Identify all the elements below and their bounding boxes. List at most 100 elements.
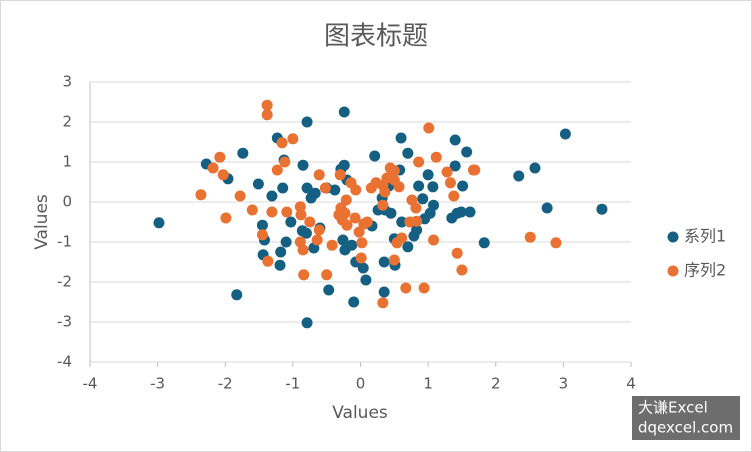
- point: [266, 190, 278, 202]
- y-tick-label: 1: [62, 153, 72, 171]
- legend-marker: [667, 265, 679, 277]
- point: [287, 133, 299, 145]
- point: [388, 254, 400, 266]
- point: [428, 234, 440, 246]
- point: [413, 180, 425, 192]
- x-axis-title: Values: [332, 403, 388, 423]
- watermark-box: [632, 396, 740, 440]
- point: [428, 199, 440, 211]
- point: [402, 241, 414, 253]
- point: [396, 232, 408, 244]
- x-tick-label: 3: [559, 375, 569, 393]
- point: [321, 269, 333, 281]
- point: [275, 246, 287, 258]
- point: [274, 259, 286, 271]
- point: [417, 193, 429, 205]
- point: [341, 219, 353, 231]
- y-tick-label: 2: [62, 113, 72, 131]
- point: [541, 202, 553, 214]
- point: [461, 146, 473, 158]
- point: [355, 252, 367, 264]
- y-tick-label: 0: [62, 193, 72, 211]
- point: [281, 206, 293, 218]
- watermark: dqexcel.com: [638, 419, 733, 437]
- point: [256, 219, 268, 231]
- y-tick-label: -3: [57, 313, 72, 331]
- point: [377, 199, 389, 211]
- point: [297, 244, 309, 256]
- point: [378, 256, 390, 268]
- point: [262, 255, 274, 267]
- point: [396, 216, 408, 228]
- point: [469, 164, 481, 176]
- point: [256, 229, 268, 241]
- point: [280, 236, 292, 248]
- y-axis-title: Values: [32, 194, 52, 250]
- point: [361, 216, 373, 228]
- point: [271, 164, 283, 176]
- x-tick-label: -3: [150, 375, 165, 393]
- point: [449, 160, 461, 172]
- point: [529, 162, 541, 174]
- point: [451, 247, 463, 259]
- point: [294, 201, 306, 213]
- point: [402, 147, 414, 159]
- point: [311, 234, 323, 246]
- x-tick-label: -4: [83, 375, 98, 393]
- point: [301, 182, 313, 194]
- point: [261, 99, 273, 111]
- point: [337, 234, 349, 246]
- point: [340, 194, 352, 206]
- point: [404, 216, 416, 228]
- point: [279, 156, 291, 168]
- point: [378, 286, 390, 298]
- point: [395, 132, 407, 144]
- point: [430, 151, 442, 163]
- point: [346, 239, 358, 251]
- point: [550, 237, 562, 249]
- watermark: 大谦Excel: [638, 399, 708, 417]
- point: [339, 207, 351, 219]
- point: [348, 296, 360, 308]
- point: [418, 282, 430, 294]
- point: [478, 237, 490, 249]
- x-tick-label: 4: [626, 375, 636, 393]
- point: [237, 147, 249, 159]
- point: [427, 181, 439, 193]
- point: [246, 204, 258, 216]
- x-tick-label: 2: [491, 375, 501, 393]
- y-tick-label: -4: [57, 353, 72, 371]
- point: [261, 109, 273, 121]
- point: [393, 181, 405, 193]
- point: [277, 182, 289, 194]
- point: [377, 297, 389, 309]
- point: [326, 239, 338, 251]
- point: [449, 134, 461, 146]
- point: [349, 212, 361, 224]
- legend-label: 序列2: [684, 261, 726, 280]
- point: [457, 180, 469, 192]
- point: [413, 156, 425, 168]
- x-tick-label: 0: [356, 375, 366, 393]
- point: [444, 177, 456, 189]
- point: [559, 128, 571, 140]
- point: [252, 178, 264, 190]
- point: [301, 116, 313, 128]
- point: [334, 169, 346, 181]
- point: [153, 217, 165, 229]
- point: [297, 159, 309, 171]
- point: [338, 106, 350, 118]
- point: [357, 262, 369, 274]
- point: [220, 212, 232, 224]
- point: [234, 190, 246, 202]
- x-tick-label: -2: [218, 375, 233, 393]
- point: [295, 209, 307, 221]
- point: [301, 317, 313, 329]
- point: [360, 274, 372, 286]
- y-tick-label: 3: [62, 73, 72, 91]
- point: [298, 269, 310, 281]
- point: [195, 189, 207, 201]
- point: [313, 169, 325, 181]
- y-tick-label: -2: [57, 273, 72, 291]
- point: [423, 122, 435, 134]
